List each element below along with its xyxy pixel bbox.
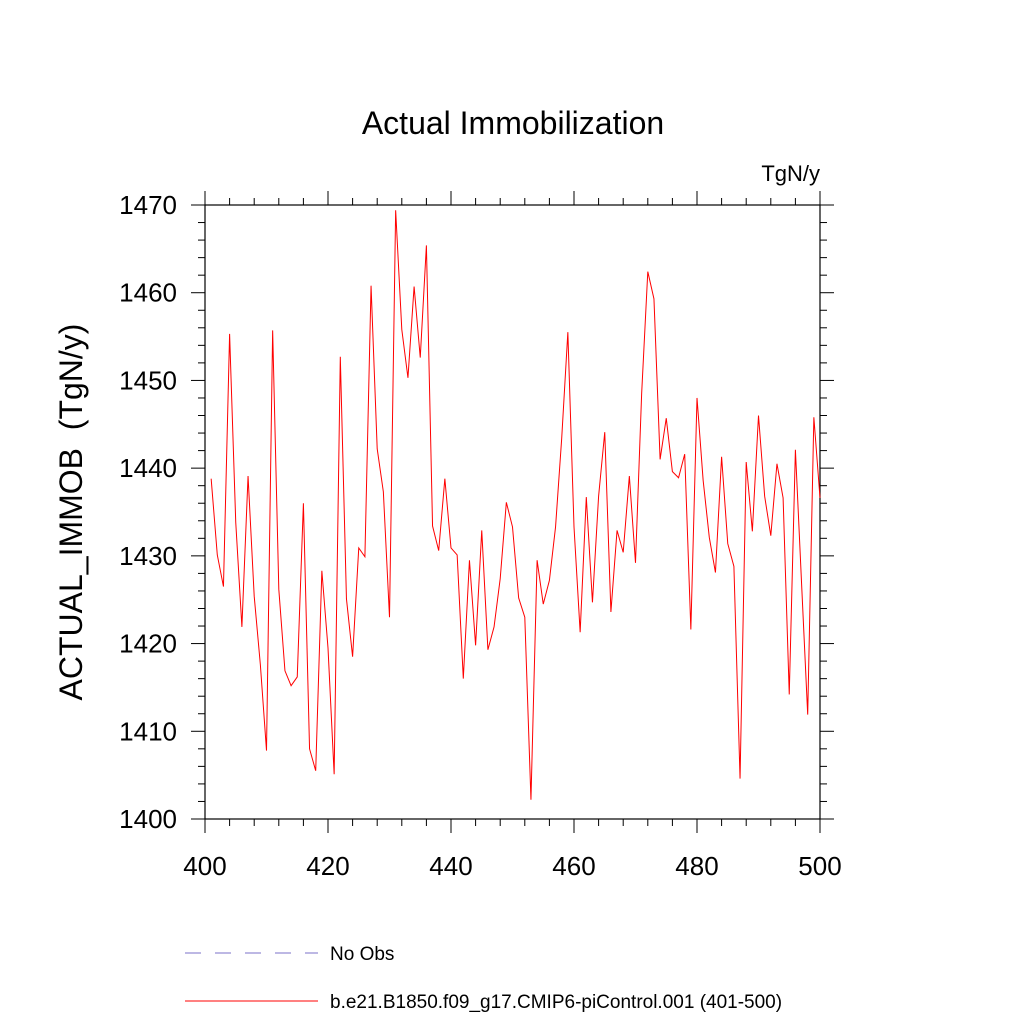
y-tick-label: 1400 (119, 804, 177, 834)
x-tick-label: 400 (183, 851, 226, 881)
y-tick-label: 1430 (119, 541, 177, 571)
x-tick-label: 500 (798, 851, 841, 881)
y-tick-label: 1440 (119, 453, 177, 483)
y-axis-label: ACTUAL_IMMOB (TgN/y) (53, 324, 89, 701)
axis-ticks: 400 420 440 460 480 500 1400 1410 1420 1430 1440 14… (119, 190, 842, 881)
y-tick-label: 1470 (119, 190, 177, 220)
x-tick-label: 460 (552, 851, 595, 881)
x-tick-label: 420 (306, 851, 349, 881)
plot-frame (204, 204, 821, 820)
legend: No Obs b.e21.B1850.f09_g17.CMIP6-piContr… (185, 944, 782, 1013)
y-tick-label: 1450 (119, 365, 177, 395)
y-tick-label: 1460 (119, 278, 177, 308)
units-label: TgN/y (761, 161, 820, 186)
chart-title: Actual Immobilization (362, 105, 664, 141)
series-line-1 (210, 210, 821, 800)
legend-label-no-obs: No Obs (330, 944, 394, 965)
y-tick-label: 1420 (119, 629, 177, 659)
x-tick-label: 440 (429, 851, 472, 881)
plot-area: 400 420 440 460 480 500 1400 1410 1420 1430 1440 14… (119, 190, 842, 881)
data-layer (210, 210, 821, 800)
x-tick-label: 480 (675, 851, 718, 881)
legend-label-picontrol: b.e21.B1850.f09_g17.CMIP6-piControl.001 … (330, 992, 782, 1013)
y-tick-label: 1410 (119, 716, 177, 746)
